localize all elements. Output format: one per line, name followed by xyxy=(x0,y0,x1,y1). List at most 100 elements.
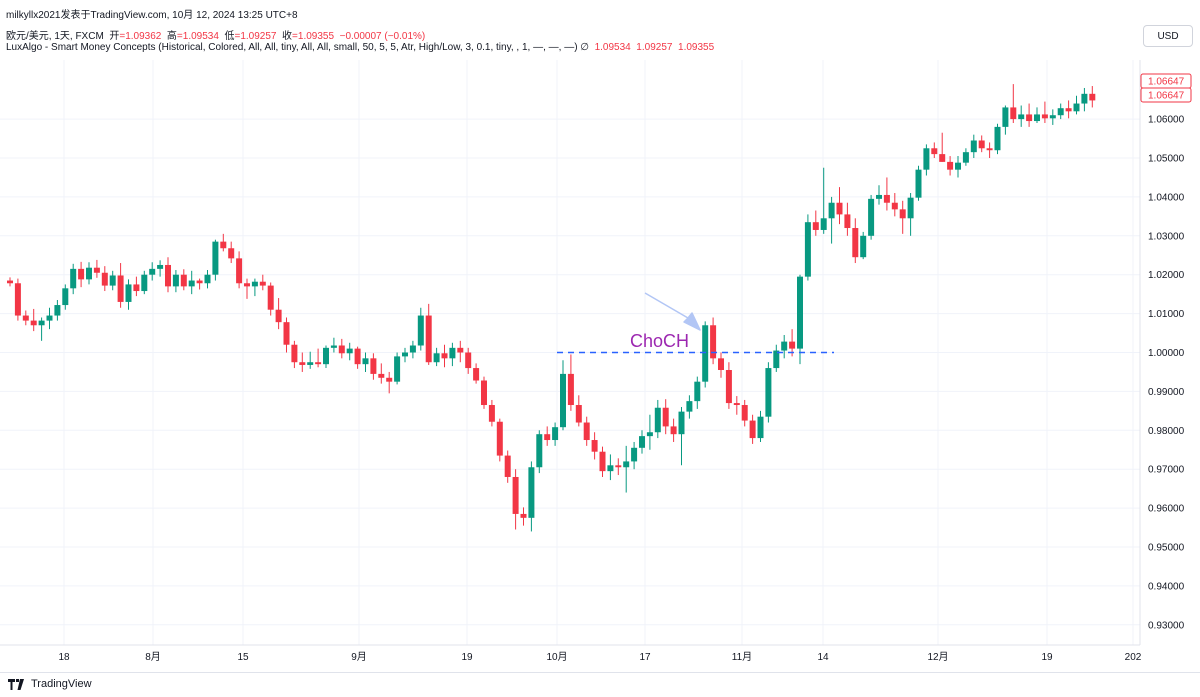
candle xyxy=(38,317,45,341)
candle-body xyxy=(473,368,480,381)
candle xyxy=(86,262,92,285)
candle xyxy=(117,263,124,308)
candle xyxy=(417,307,424,351)
candle-body xyxy=(567,373,574,406)
candle-body xyxy=(520,513,527,518)
candle xyxy=(686,395,693,419)
candle xyxy=(267,282,274,316)
candle xyxy=(30,308,37,332)
candle xyxy=(70,263,77,295)
candle xyxy=(702,321,709,388)
time-axis[interactable]: 18 8月 15 9月 19 10月 17 11月 14 12月 19 202 xyxy=(58,651,1141,663)
candle-body xyxy=(1034,114,1040,122)
time-tick-label: 17 xyxy=(639,652,651,663)
candle xyxy=(425,303,432,365)
candle-body xyxy=(315,362,322,365)
price-tick-label: 0.94000 xyxy=(1148,581,1185,592)
candles xyxy=(7,84,1096,532)
currency-button[interactable]: USD xyxy=(1143,25,1193,47)
candle-body xyxy=(844,214,851,229)
candle xyxy=(22,310,29,326)
candle xyxy=(639,430,645,454)
candle-body xyxy=(488,405,495,422)
candle xyxy=(362,352,369,372)
candle xyxy=(646,414,653,450)
candle xyxy=(228,241,235,264)
candle-body xyxy=(591,440,598,452)
time-tick-label: 18 xyxy=(58,652,70,663)
candle xyxy=(915,165,922,201)
publish-info: milkyllx2021发表于TradingView.com, 10月 12, … xyxy=(6,10,298,21)
candle xyxy=(670,418,677,442)
candle-body xyxy=(1041,114,1048,119)
time-tick-label: 10月 xyxy=(546,651,567,663)
candle xyxy=(812,210,819,236)
candle xyxy=(244,278,250,299)
candle-body xyxy=(733,403,740,406)
candle-body xyxy=(765,368,772,417)
candle-body xyxy=(165,264,171,287)
candle xyxy=(165,257,171,293)
candle xyxy=(528,461,535,532)
candle xyxy=(544,426,551,446)
candle-body xyxy=(868,198,875,236)
candle xyxy=(654,399,661,439)
candle xyxy=(1057,103,1064,120)
candle xyxy=(109,270,116,291)
candle xyxy=(536,430,543,474)
candle-body xyxy=(899,209,906,219)
candle-body xyxy=(1065,108,1072,112)
candle xyxy=(607,454,614,481)
candle-body xyxy=(330,345,337,348)
candle-body xyxy=(607,465,614,472)
candle xyxy=(409,340,416,359)
candle-body xyxy=(947,161,954,170)
candle xyxy=(710,317,717,365)
candle-body xyxy=(62,288,69,306)
price-tick-label: 1.04000 xyxy=(1148,192,1185,203)
price-label-box xyxy=(1140,87,1192,103)
price-tick-label: 1.03000 xyxy=(1148,231,1185,242)
candle-body xyxy=(157,264,164,269)
candle xyxy=(623,445,630,493)
candle xyxy=(947,156,954,176)
arrow-icon xyxy=(644,292,701,331)
candle xyxy=(220,233,227,252)
brand-name: TradingView xyxy=(31,678,92,690)
candle-body xyxy=(362,358,369,365)
indicator-legend[interactable]: LuxAlgo - Smart Money Concepts (Historic… xyxy=(6,42,714,53)
candle-body xyxy=(615,465,622,468)
time-tick-label: 12月 xyxy=(927,651,948,663)
tradingview-brand[interactable]: TradingView xyxy=(8,678,92,690)
candle-body xyxy=(994,126,1001,151)
candle xyxy=(560,360,566,431)
candle-body xyxy=(702,325,709,382)
candle xyxy=(93,259,100,278)
candle xyxy=(488,399,495,427)
candle-body xyxy=(370,358,377,374)
price-tick-label: 0.97000 xyxy=(1148,465,1185,476)
candle-body xyxy=(1089,93,1096,101)
candle-body xyxy=(409,345,416,353)
candle xyxy=(1026,103,1033,127)
symbol-legend[interactable]: 欧元/美元, 1天, FXCM 开=1.09362 高=1.09534 低=1.… xyxy=(6,27,425,42)
price-tick-label: 0.96000 xyxy=(1148,504,1185,515)
candle-body xyxy=(457,347,464,353)
candle-body xyxy=(876,194,882,199)
candle xyxy=(939,132,946,162)
candle-body xyxy=(220,241,227,249)
candle-body xyxy=(141,274,148,292)
footer: TradingView xyxy=(0,672,1200,697)
candle-body xyxy=(14,283,21,316)
candle-body xyxy=(883,194,890,203)
candle-body xyxy=(623,461,630,468)
candle xyxy=(402,347,408,363)
price-tick-label: 0.93000 xyxy=(1148,620,1185,631)
indicator-value-2: 1.09257 xyxy=(636,42,673,53)
candle-body xyxy=(852,228,859,258)
candle xyxy=(615,458,622,476)
price-axis[interactable]: 0.93000 0.94000 0.95000 0.96000 0.97000 0.980… xyxy=(1148,115,1185,632)
candle xyxy=(512,469,519,530)
candle xyxy=(899,200,906,234)
